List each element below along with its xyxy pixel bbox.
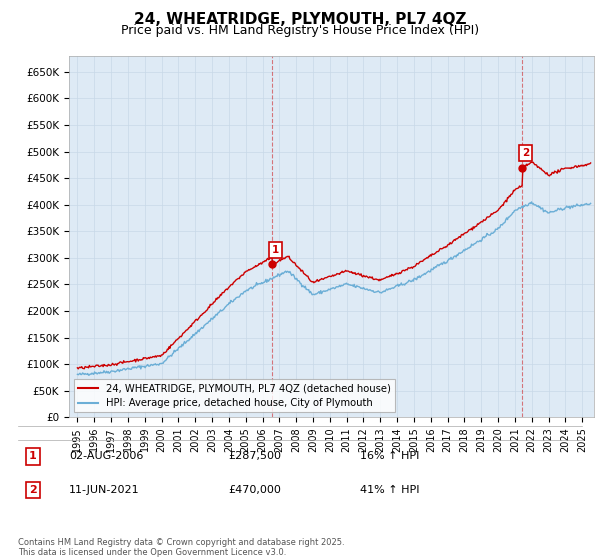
- Text: 1: 1: [29, 451, 37, 461]
- Text: 02-AUG-2006: 02-AUG-2006: [69, 451, 143, 461]
- Text: 2: 2: [29, 485, 37, 495]
- Legend: 24, WHEATRIDGE, PLYMOUTH, PL7 4QZ (detached house), HPI: Average price, detached: 24, WHEATRIDGE, PLYMOUTH, PL7 4QZ (detac…: [74, 379, 395, 412]
- Text: 16% ↑ HPI: 16% ↑ HPI: [360, 451, 419, 461]
- Text: 2: 2: [522, 148, 529, 158]
- Text: Contains HM Land Registry data © Crown copyright and database right 2025.
This d: Contains HM Land Registry data © Crown c…: [18, 538, 344, 557]
- Text: 24, WHEATRIDGE, PLYMOUTH, PL7 4QZ: 24, WHEATRIDGE, PLYMOUTH, PL7 4QZ: [134, 12, 466, 27]
- Text: Price paid vs. HM Land Registry's House Price Index (HPI): Price paid vs. HM Land Registry's House …: [121, 24, 479, 36]
- Text: 1: 1: [272, 245, 279, 255]
- Text: 41% ↑ HPI: 41% ↑ HPI: [360, 485, 419, 495]
- Text: 11-JUN-2021: 11-JUN-2021: [69, 485, 140, 495]
- Text: £287,500: £287,500: [228, 451, 281, 461]
- Text: £470,000: £470,000: [228, 485, 281, 495]
